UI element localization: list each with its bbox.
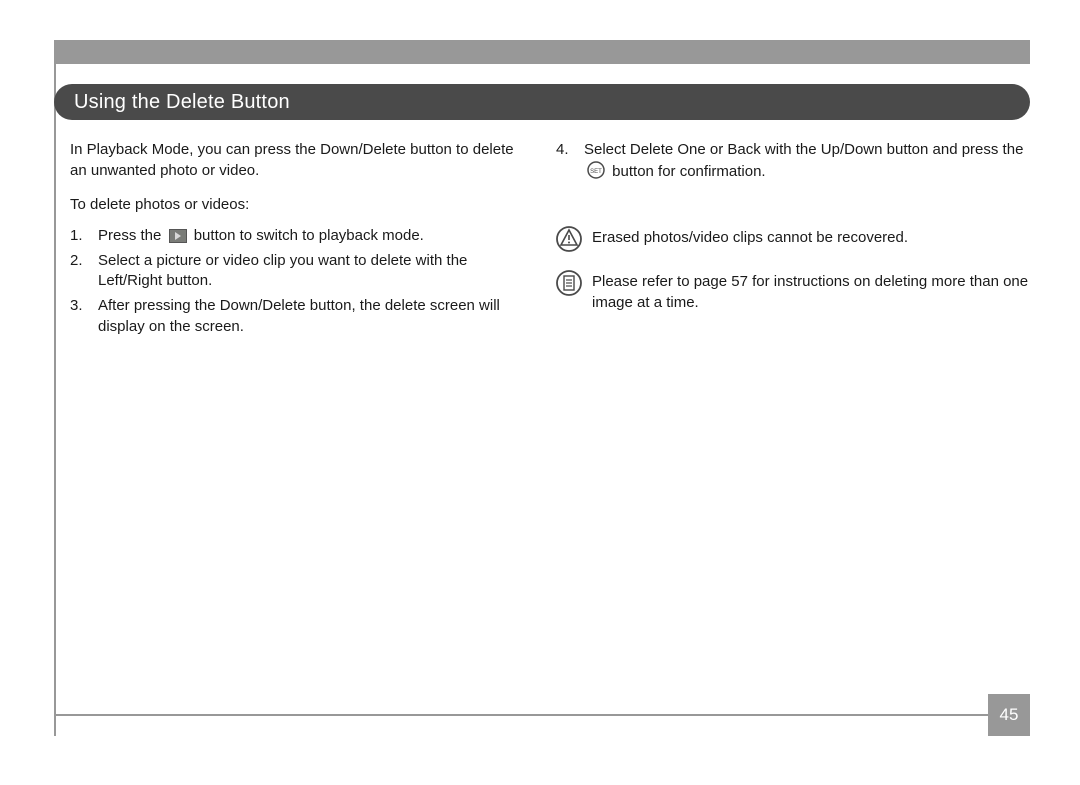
intro-text: In Playback Mode, you can press the Down…: [70, 140, 526, 181]
steps-list-right: Select Delete One or Back with the Up/Do…: [556, 140, 1030, 182]
svg-text:SET: SET: [590, 169, 602, 175]
step-4: Select Delete One or Back with the Up/Do…: [556, 140, 1030, 182]
step-2: Select a picture or video clip you want …: [70, 251, 526, 292]
left-column: In Playback Mode, you can press the Down…: [70, 140, 550, 342]
step-4-text: Select Delete One or Back with the Up/Do…: [584, 140, 1030, 182]
info-note: Please refer to page 57 for instructions…: [556, 270, 1030, 313]
playback-mode-icon: [169, 229, 187, 243]
step-3-text: After pressing the Down/Delete button, t…: [98, 296, 526, 337]
warning-note: Erased photos/video clips cannot be reco…: [556, 226, 1030, 252]
content: In Playback Mode, you can press the Down…: [70, 140, 1030, 342]
warning-icon: [556, 226, 582, 252]
page-footer: 45: [0, 694, 1030, 736]
section-header: Using the Delete Button: [54, 84, 1030, 120]
footer-rule: [54, 714, 988, 716]
page-number: 45: [988, 694, 1030, 736]
step-1: Press the button to switch to playback m…: [70, 226, 526, 247]
warning-text: Erased photos/video clips cannot be reco…: [592, 226, 1030, 249]
steps-subhead: To delete photos or videos:: [70, 195, 526, 216]
set-button-icon: SET: [587, 161, 605, 179]
steps-list-left: Press the button to switch to playback m…: [70, 226, 526, 337]
top-bar: [54, 40, 1030, 64]
step-1-text: Press the button to switch to playback m…: [98, 226, 526, 247]
section-title: Using the Delete Button: [74, 91, 290, 113]
right-column: Select Delete One or Back with the Up/Do…: [550, 140, 1030, 342]
info-text: Please refer to page 57 for instructions…: [592, 270, 1030, 313]
step-2-text: Select a picture or video clip you want …: [98, 251, 526, 292]
left-margin-rule: [54, 64, 56, 736]
note-icon: [556, 270, 582, 296]
step-3: After pressing the Down/Delete button, t…: [70, 296, 526, 337]
